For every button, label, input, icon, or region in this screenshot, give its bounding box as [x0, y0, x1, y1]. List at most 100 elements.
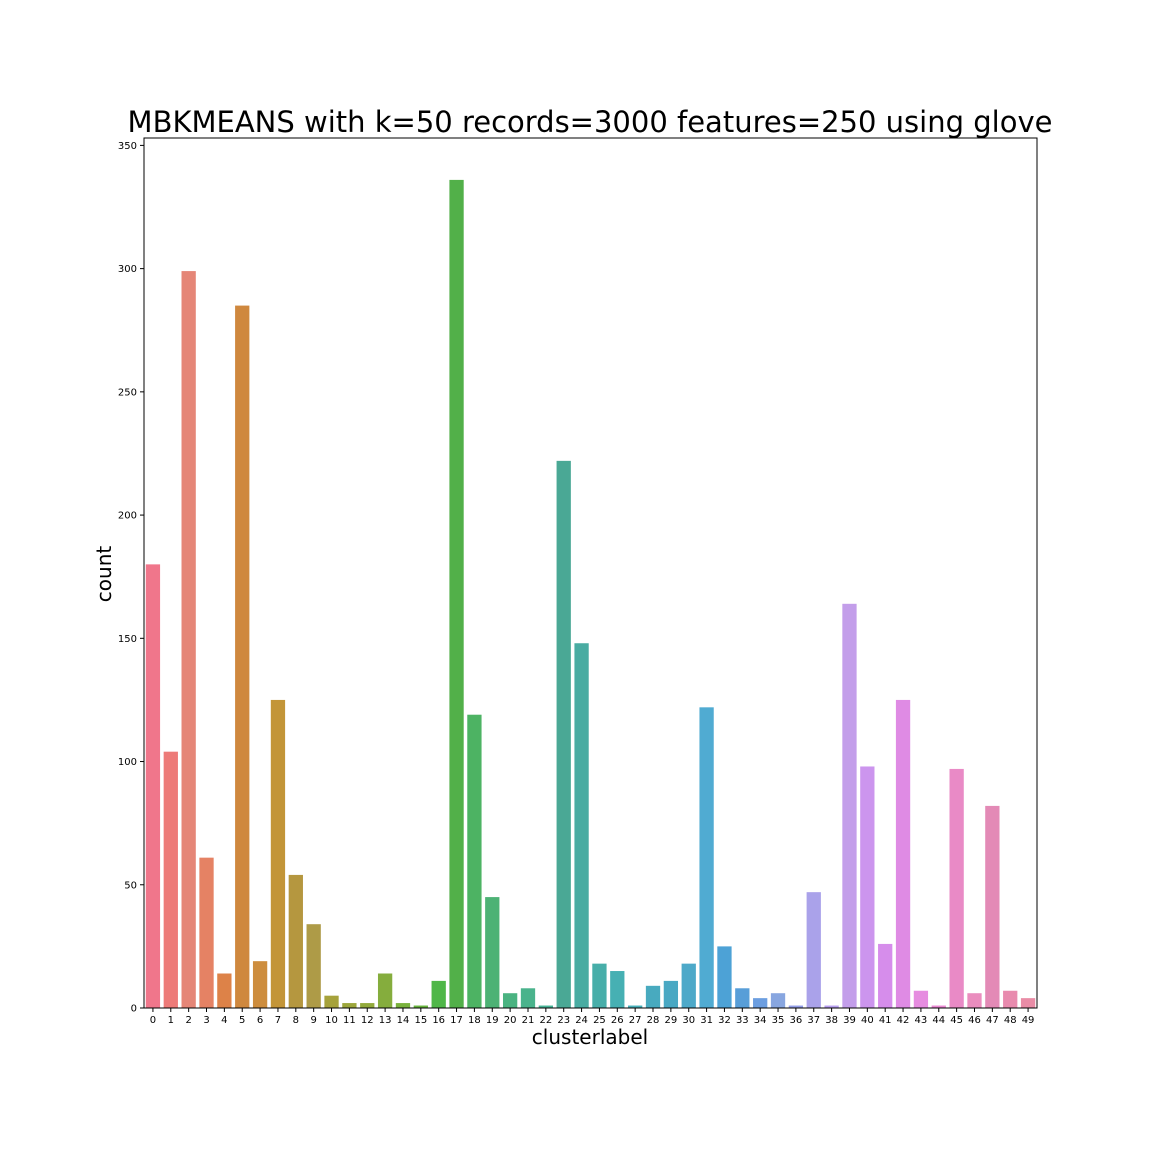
x-tick-label: 32 [718, 1015, 731, 1026]
x-tick-label: 6 [257, 1015, 263, 1026]
bar-7 [270, 699, 286, 1008]
bar-37 [806, 892, 821, 1008]
x-axis-ticks: 0 1 2 3 4 5 6 7 8 9 10 11 12 13 14 15 16 17 18 19 20 21 22 23 24… [150, 1008, 1035, 1026]
x-tick-label: 8 [293, 1015, 299, 1026]
x-tick-label: 24 [575, 1015, 588, 1026]
bar-49 [1020, 998, 1036, 1008]
bar-27 [628, 1005, 643, 1008]
y-tick-label: 200 [118, 511, 137, 522]
y-tick-label: 150 [118, 634, 137, 645]
x-tick-label: 41 [879, 1015, 892, 1026]
x-tick-label: 38 [825, 1015, 838, 1026]
x-tick-label: 7 [275, 1015, 281, 1026]
bar-14 [395, 1003, 411, 1008]
y-axis-label: count [92, 546, 116, 603]
x-tick-label: 16 [432, 1015, 445, 1026]
bar-1 [163, 751, 178, 1008]
bar-36 [788, 1005, 804, 1008]
plot-frame [143, 137, 1038, 1009]
x-tick-label: 43 [915, 1015, 928, 1026]
x-tick-label: 11 [343, 1015, 356, 1026]
y-axis-ticks: 0 50 100 150 200 250 300 350 [118, 141, 144, 1015]
bar-32 [717, 946, 732, 1008]
bar-3 [199, 857, 214, 1008]
bar-34 [753, 998, 768, 1008]
bar-45 [949, 768, 964, 1008]
bar-23 [556, 460, 571, 1008]
bar-13 [377, 973, 393, 1008]
bar-25 [592, 963, 607, 1008]
x-tick-label: 44 [932, 1015, 945, 1026]
bar-22 [538, 1005, 553, 1008]
bar-19 [485, 897, 500, 1008]
x-tick-label: 26 [611, 1015, 624, 1026]
bar-46 [967, 993, 982, 1008]
x-tick-label: 10 [325, 1015, 338, 1026]
y-tick-label: 300 [118, 264, 137, 275]
x-tick-label: 48 [1004, 1015, 1017, 1026]
bar-17 [449, 179, 464, 1008]
x-tick-label: 49 [1022, 1015, 1035, 1026]
bar-38 [824, 1005, 839, 1008]
bar-6 [252, 961, 268, 1008]
x-tick-label: 35 [772, 1015, 785, 1026]
x-tick-label: 40 [861, 1015, 874, 1026]
x-tick-label: 34 [754, 1015, 767, 1026]
x-tick-label: 14 [397, 1015, 410, 1026]
bar-9 [306, 924, 321, 1008]
x-tick-label: 42 [897, 1015, 910, 1026]
x-tick-label: 17 [450, 1015, 463, 1026]
bars-group [145, 179, 1036, 1009]
bar-4 [217, 973, 232, 1008]
x-tick-label: 47 [986, 1015, 999, 1026]
bar-0 [145, 564, 161, 1008]
x-tick-label: 19 [486, 1015, 499, 1026]
x-tick-label: 33 [736, 1015, 749, 1026]
bar-41 [878, 943, 893, 1008]
x-tick-label: 28 [647, 1015, 660, 1026]
bar-24 [574, 643, 589, 1008]
x-tick-label: 9 [310, 1015, 316, 1026]
x-tick-label: 46 [968, 1015, 981, 1026]
bar-47 [985, 805, 1000, 1008]
x-tick-label: 31 [700, 1015, 713, 1026]
bar-21 [520, 988, 536, 1008]
x-tick-label: 29 [665, 1015, 678, 1026]
bar-44 [931, 1005, 946, 1008]
bar-2 [181, 271, 196, 1009]
x-tick-label: 21 [522, 1015, 535, 1026]
bar-18 [467, 714, 482, 1008]
chart-title: MBKMEANS with k=50 records=3000 features… [128, 105, 1053, 139]
x-tick-label: 2 [185, 1015, 191, 1026]
bar-48 [1003, 990, 1018, 1008]
y-tick-label: 100 [118, 757, 137, 768]
x-tick-label: 23 [557, 1015, 570, 1026]
x-tick-label: 45 [950, 1015, 963, 1026]
bar-31 [699, 707, 714, 1008]
x-tick-label: 3 [203, 1015, 209, 1026]
x-tick-label: 20 [504, 1015, 517, 1026]
bar-35 [770, 993, 786, 1008]
bar-28 [645, 985, 661, 1008]
x-tick-label: 5 [239, 1015, 245, 1026]
bar-30 [681, 963, 696, 1008]
bar-42 [895, 699, 911, 1008]
x-tick-label: 25 [593, 1015, 606, 1026]
x-tick-label: 37 [807, 1015, 820, 1026]
bar-10 [324, 995, 339, 1008]
bar-40 [860, 766, 875, 1008]
x-tick-label: 30 [682, 1015, 695, 1026]
x-tick-label: 15 [414, 1015, 427, 1026]
bar-12 [360, 1003, 375, 1008]
x-tick-label: 18 [468, 1015, 481, 1026]
x-tick-label: 22 [539, 1015, 552, 1026]
bar-8 [288, 874, 303, 1008]
bar-5 [235, 305, 250, 1009]
bar-33 [735, 988, 750, 1008]
bar-29 [663, 980, 679, 1008]
x-tick-label: 36 [790, 1015, 803, 1026]
x-tick-label: 4 [221, 1015, 227, 1026]
x-tick-label: 0 [150, 1015, 156, 1026]
y-tick-label: 350 [118, 141, 137, 152]
